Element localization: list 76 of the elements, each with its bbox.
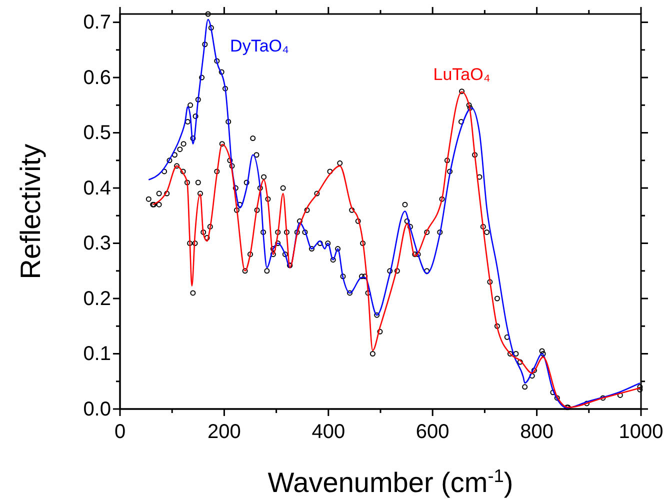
point <box>480 224 486 230</box>
point <box>214 168 220 174</box>
point <box>337 160 343 166</box>
point <box>275 229 281 235</box>
point <box>254 207 260 213</box>
point <box>459 88 465 94</box>
point <box>180 168 186 174</box>
point <box>370 351 376 357</box>
point <box>174 163 180 169</box>
point <box>637 386 643 392</box>
point <box>192 240 198 246</box>
point <box>600 395 606 401</box>
point <box>270 252 276 258</box>
point <box>227 158 233 164</box>
point <box>294 229 300 235</box>
point <box>156 202 162 208</box>
point <box>507 351 513 357</box>
point <box>164 190 170 196</box>
point <box>404 218 410 224</box>
line-series <box>152 91 641 408</box>
point <box>242 268 248 274</box>
x-tick-label: 200 <box>208 421 241 443</box>
point <box>190 290 196 296</box>
x-tick-label: 1000 <box>618 421 664 443</box>
point <box>466 102 472 108</box>
point <box>265 196 271 202</box>
point <box>444 158 450 164</box>
point <box>284 229 290 235</box>
point <box>327 168 333 174</box>
y-tick-label: 0.0 <box>83 398 111 420</box>
point <box>349 207 355 213</box>
point <box>280 185 286 191</box>
point <box>529 373 535 379</box>
point <box>554 395 560 401</box>
point <box>304 207 310 213</box>
point <box>200 229 206 235</box>
point <box>487 279 493 285</box>
point <box>204 234 210 240</box>
y-tick-label: 0.3 <box>83 232 111 255</box>
point <box>197 190 203 196</box>
point <box>314 190 320 196</box>
x-axis-title: Wavenumber (cm$^{-1}$) <box>268 466 514 498</box>
y-tick-label: 0.7 <box>83 12 111 34</box>
x-tick-label: 400 <box>312 421 346 443</box>
y-tick-label: 0.5 <box>83 122 111 144</box>
point <box>494 323 500 329</box>
y-tick-label: 0.1 <box>83 343 111 366</box>
y-tick-label: 0.2 <box>83 288 111 310</box>
series-label: LuTaO₄ <box>433 64 490 84</box>
point <box>472 152 478 158</box>
point <box>424 229 430 235</box>
x-tick-label: 800 <box>520 421 554 443</box>
point <box>360 240 366 246</box>
point <box>247 252 254 258</box>
point <box>517 359 523 365</box>
series-label: DyTaO₄ <box>230 36 290 56</box>
point <box>187 240 193 246</box>
point <box>412 252 418 258</box>
x-tick-label: 0 <box>114 421 126 443</box>
point <box>540 351 546 357</box>
x-tick-label: 600 <box>416 421 450 443</box>
point <box>439 196 445 202</box>
point <box>150 202 156 208</box>
point <box>261 174 267 180</box>
point <box>184 180 190 186</box>
point <box>394 268 400 274</box>
point <box>195 180 201 186</box>
point <box>365 290 371 296</box>
point <box>234 207 240 213</box>
point <box>355 218 361 224</box>
y-axis-title: Reflectivity <box>15 144 46 280</box>
point <box>207 224 213 230</box>
point <box>219 141 225 147</box>
point <box>377 328 383 334</box>
y-tick-label: 0.4 <box>83 177 111 200</box>
y-tick-label: 0.6 <box>83 66 111 89</box>
